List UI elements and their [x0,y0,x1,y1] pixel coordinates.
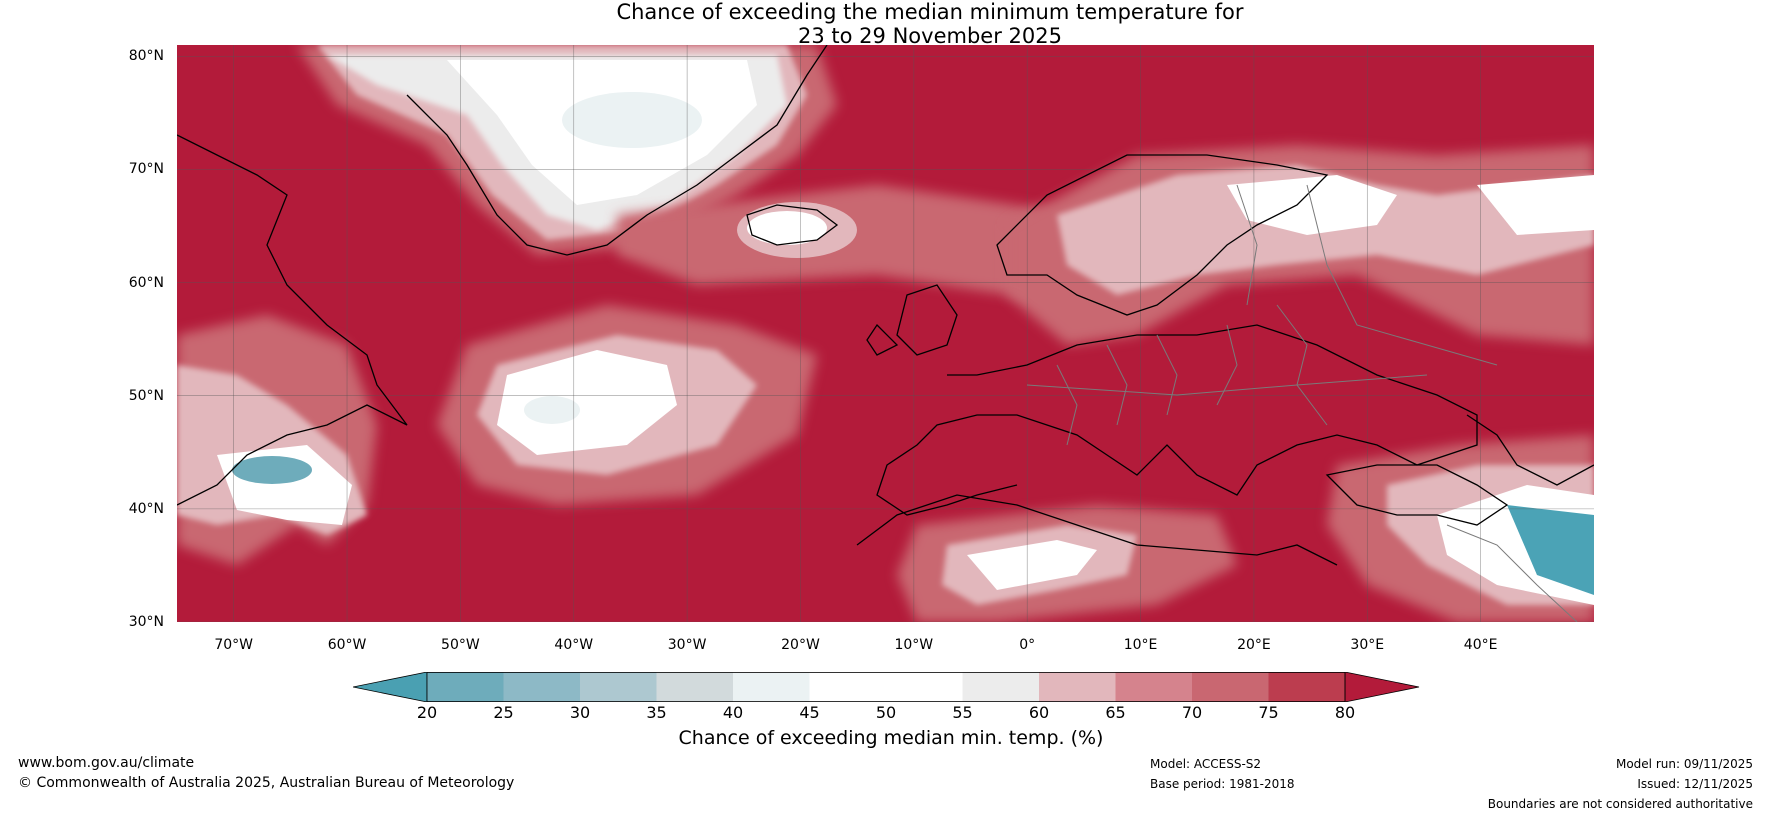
longitude-label: 30°E [1350,637,1385,653]
colorbar-segment [809,672,886,702]
border-6 [1026,374,1428,396]
coastline-iceland [746,204,839,246]
latitude-label: 40°N [128,500,164,517]
colorbar-tick-label: 60 [1028,703,1050,722]
colorbar-tick-label: 70 [1181,703,1203,722]
longitude-label: 20°E [1237,637,1271,653]
longitude-label: 0° [1019,637,1036,653]
colorbar-tick-label: 25 [493,703,514,722]
latitude-label: 60°N [128,274,164,291]
contour-greenland-45 [562,92,702,148]
map-title-line2: 23 to 29 November 2025 [798,24,1062,48]
longitude-label: 40°E [1463,637,1498,653]
border-7 [1236,184,1258,306]
colorbar-segment [1192,672,1269,702]
footer-base-period: Base period: 1981-2018 [1150,777,1295,791]
coastlines [177,45,1594,566]
coastline-black-sea [1466,414,1594,486]
contour-mideast-20 [1507,505,1594,595]
colorbar-over-triangle [1344,672,1420,702]
colorbar-segment [503,672,580,702]
colorbar-tick-label: 65 [1105,703,1126,722]
longitude-label: 20°W [781,637,820,653]
border-3 [1156,334,1178,416]
footer-copyright: © Commonwealth of Australia 2025, Austra… [18,775,515,791]
contour-atlantic-50 [497,350,677,455]
longitude-label: 50°W [441,637,480,653]
contour-russia-50 [1477,175,1594,235]
probability-map [177,45,1594,622]
colorbar-segment [580,672,657,702]
coastline-british-isles [896,284,958,356]
map-title-line1: Chance of exceeding the median minimum t… [616,0,1244,24]
colorbar-label: Chance of exceeding median min. temp. (%… [678,727,1104,749]
border-5 [1276,304,1328,426]
colorbar-segment [733,672,810,702]
colorbar-tick-label: 75 [1258,703,1279,722]
longitude-label: 10°E [1123,637,1158,653]
latitude-label: 30°N [128,614,164,630]
colorbar-segment [886,672,963,702]
colorbar-under-triangle [353,672,428,702]
colorbar-segment [1115,672,1192,702]
border-4 [1216,324,1238,406]
contour-africa-50 [967,540,1097,590]
coastline-ireland [866,323,899,356]
colorbar-outline [426,672,1346,702]
footer-issued: Issued: 12/11/2025 [1637,777,1753,791]
colorbar-tick-label: 20 [416,703,438,722]
coastline-scandinavia [996,154,1329,316]
colorbar-tick-label: 80 [1334,703,1356,722]
colorbar-segment [1268,672,1345,702]
longitude-label: 30°W [667,637,707,653]
longitude-label: 10°W [894,637,934,653]
latitude-label: 50°N [128,387,164,404]
longitude-label: 60°W [327,637,367,653]
footer-model: Model: ACCESS-S2 [1150,757,1262,771]
footer-disclaimer: Boundaries are not considered authoritat… [1487,797,1753,811]
coastline-greenland [406,45,828,256]
coastline-north-africa [856,494,1338,566]
footer-model-run: Model run: 09/11/2025 [1615,757,1753,771]
coastline-north-america [177,134,408,506]
coastline-europe [876,324,1478,516]
colorbar-segment [656,672,733,702]
contour-iceland-50 [747,211,827,245]
coastline-turkey [1325,464,1509,526]
colorbar-tick-label: 45 [799,703,820,722]
country-borders [1026,184,1578,622]
border-8 [1306,184,1498,366]
colorbar-tick-label: 30 [569,703,591,722]
colorbar-segment [427,672,504,702]
footer-website: www.bom.gov.au/climate [18,755,195,771]
map-title: Chance of exceeding the median minimum t… [0,0,1770,48]
colorbar-tick-label: 40 [722,703,744,722]
contour-namerica-25 [232,456,312,484]
latitude-label: 70°N [128,161,164,178]
colorbar-tick-label: 35 [646,703,667,722]
colorbar-segment [962,672,1039,702]
longitude-label: 40°W [554,637,594,653]
longitude-label: 70°W [214,637,254,653]
colorbar-tick-label: 50 [875,703,897,722]
colorbar-tick-label: 55 [952,703,973,722]
graticule-lines [177,45,1594,622]
border-2 [1106,344,1128,426]
contour-atlantic-45 [524,396,580,424]
latitude-label: 80°N [128,48,164,65]
colorbar-segment [1039,672,1116,702]
border-9 [1446,524,1578,622]
map-canvas [177,45,1594,622]
colorbar [353,672,1420,702]
border-1 [1056,364,1078,446]
